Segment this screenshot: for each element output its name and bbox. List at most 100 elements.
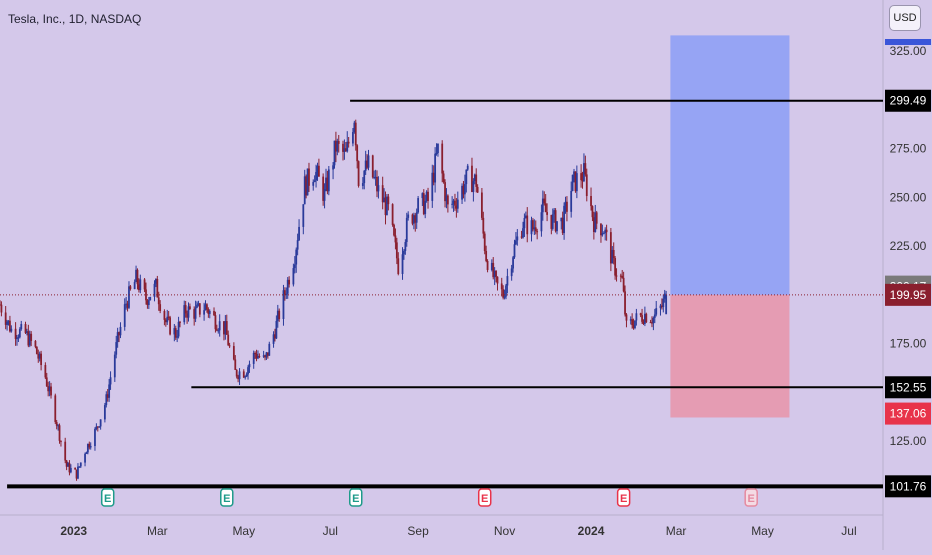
candle-body (581, 180, 584, 182)
candle-body (591, 206, 594, 218)
candle-body (133, 281, 136, 290)
x-tick-label: May (232, 524, 255, 538)
level-tag-text: 152.55 (890, 380, 927, 394)
candle-body (600, 223, 602, 236)
candle-body (20, 324, 23, 330)
candle-body (536, 231, 539, 233)
y-tick-label: 225.00 (890, 239, 927, 253)
candle-body (58, 425, 61, 441)
candle-body (78, 466, 81, 468)
candle-body (462, 185, 465, 195)
candle-body (96, 426, 99, 428)
candle-body (196, 304, 198, 308)
candle-body (533, 227, 536, 230)
candle-body (149, 296, 152, 301)
candle-body (174, 328, 177, 338)
candle-body (383, 197, 385, 203)
earnings-label: E (748, 493, 755, 505)
candle-body (166, 316, 169, 323)
candle-body (292, 268, 295, 285)
candle-body (34, 340, 37, 347)
candle-body (308, 168, 310, 186)
candle-body (167, 316, 170, 318)
candle-body (386, 196, 388, 216)
candle-body (651, 322, 653, 324)
candle-body (452, 200, 455, 204)
candle-body (560, 217, 563, 222)
candle-body (244, 376, 247, 378)
candle-body (143, 279, 146, 290)
candle-body (183, 305, 186, 323)
candle-body (414, 215, 417, 223)
candle-body (649, 322, 652, 324)
candle-body (573, 171, 575, 175)
candle-body (540, 212, 543, 232)
candle-body (79, 462, 82, 467)
current-price-tag-bg (885, 283, 931, 306)
candle-body (401, 254, 404, 274)
candle-body (40, 353, 43, 366)
candle-body (625, 314, 628, 321)
candle-body (108, 384, 111, 398)
candle-body (14, 328, 17, 339)
candle-body (659, 305, 662, 309)
candle-body (129, 286, 132, 290)
candle-body (405, 217, 408, 243)
candle-body (631, 319, 634, 326)
earnings-label: E (104, 493, 111, 505)
candle-body (116, 332, 119, 343)
candle-body (574, 171, 577, 192)
candle-body (103, 405, 106, 420)
earnings-badge (100, 488, 115, 507)
candle-body (373, 177, 376, 179)
candle-body (257, 356, 259, 359)
candle-body (262, 355, 265, 357)
candle-body (611, 249, 614, 264)
candle-body (245, 374, 248, 377)
level-tag: 101.76 (885, 475, 931, 498)
candle-body (503, 296, 506, 298)
candle-body (227, 334, 230, 346)
level-tag-text: 101.76 (890, 479, 927, 493)
candle-body (86, 443, 89, 453)
candle-body (254, 352, 257, 354)
candle-body (384, 197, 387, 216)
candle-body (115, 342, 118, 355)
candle-body (595, 212, 598, 224)
candle-body (427, 191, 429, 201)
current-price-tag: 199.95 (885, 283, 931, 306)
candle-body (510, 268, 513, 277)
candle-body (48, 386, 51, 392)
candle-body (302, 204, 305, 227)
x-tick-label: Mar (666, 524, 687, 538)
candle-body (54, 395, 57, 423)
candle-body (323, 188, 326, 201)
earnings-label: E (620, 493, 627, 505)
candle-body (431, 172, 434, 201)
candle-body (403, 250, 405, 255)
candle-body (415, 212, 418, 223)
earnings-badge (744, 488, 758, 507)
candle-body (27, 331, 30, 346)
candle-body (632, 325, 635, 329)
earnings-badge (477, 488, 492, 507)
level-tag-bg (885, 89, 931, 112)
candle-body (465, 169, 468, 185)
candle-body (466, 165, 469, 170)
candle-body (282, 290, 285, 319)
currency-button[interactable]: USD (889, 5, 921, 31)
candle-body (455, 205, 458, 209)
x-tick-label: Sep (407, 524, 429, 538)
candle-body (344, 148, 347, 152)
candle-body (313, 180, 316, 182)
candle-body (442, 173, 445, 183)
candle-body (155, 278, 157, 284)
candle-body (417, 198, 420, 213)
candle-body (315, 171, 317, 181)
candle-body (176, 336, 179, 338)
candle-body (639, 313, 642, 316)
earnings-marker: E (100, 488, 115, 507)
candle-body (381, 185, 384, 203)
